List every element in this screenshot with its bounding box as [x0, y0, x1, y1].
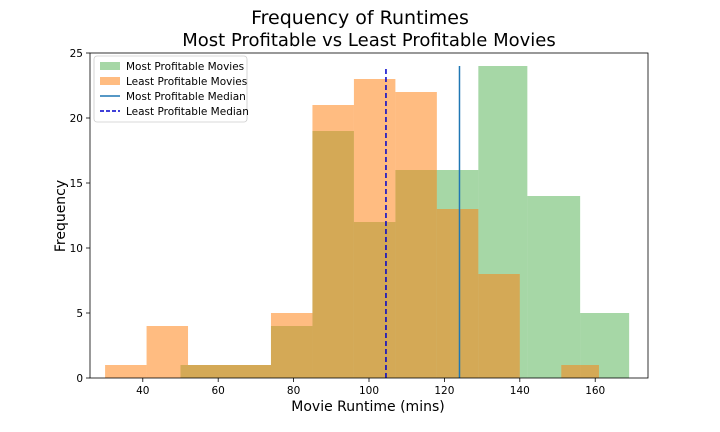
y-tick-label: 15 [70, 178, 83, 190]
x-tick-label: 40 [136, 385, 149, 397]
x-tick-label: 60 [212, 385, 225, 397]
x-tick-label: 120 [434, 385, 454, 397]
legend-label: Least Profitable Movies [126, 76, 247, 88]
median-lines [385, 66, 461, 378]
least-profitable-bar-8 [436, 209, 479, 378]
legend: Most Profitable Movies Least Profitable M… [93, 55, 249, 123]
y-tick-label: 10 [70, 243, 83, 255]
x-tick-label: 100 [359, 385, 379, 397]
y-tick-label: 25 [70, 48, 83, 60]
y-axis-ticks: 0 5 10 15 20 25 [70, 48, 90, 385]
y-tick-label: 5 [76, 308, 83, 320]
x-axis-label: Movie Runtime (mins) [291, 399, 444, 415]
least-profitable-bar-6 [353, 79, 396, 378]
least-profitable-bar-11 [561, 365, 599, 378]
least-profitable-bar-3 [229, 365, 271, 378]
legend-swatch [100, 62, 120, 70]
chart-title: Frequency of Runtimes [251, 7, 469, 29]
legend-swatch [100, 77, 120, 85]
y-tick-label: 20 [70, 113, 83, 125]
least-profitable-bar-9 [478, 274, 520, 378]
x-tick-label: 140 [510, 385, 530, 397]
x-tick-label: 80 [287, 385, 300, 397]
most-profitable-bar-7 [527, 196, 581, 378]
least-profitable-bar-2 [188, 365, 230, 378]
y-tick-label: 0 [76, 373, 83, 385]
legend-label: Least Profitable Median [126, 106, 249, 118]
least-profitable-bars [105, 79, 599, 378]
least-profitable-bar-5 [312, 105, 354, 378]
chart-subtitle: Most Profitable vs Least Profitable Movi… [182, 30, 555, 51]
legend-label: Most Profitable Movies [126, 61, 244, 73]
y-axis-label: Frequency [53, 180, 69, 252]
least-profitable-bar-0 [105, 365, 147, 378]
least-profitable-bar-1 [146, 326, 189, 378]
least-profitable-bar-7 [395, 92, 437, 378]
legend-box [93, 55, 248, 123]
legend-label: Most Profitable Median [126, 91, 246, 103]
least-profitable-bar-4 [270, 313, 313, 378]
x-axis-ticks: 40 60 80 100 120 140 160 [136, 378, 605, 397]
x-tick-label: 160 [585, 385, 605, 397]
